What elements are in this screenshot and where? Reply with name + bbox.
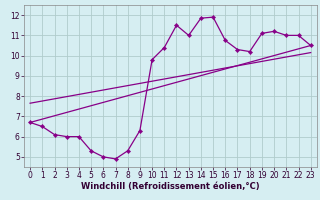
X-axis label: Windchill (Refroidissement éolien,°C): Windchill (Refroidissement éolien,°C) <box>81 182 260 191</box>
